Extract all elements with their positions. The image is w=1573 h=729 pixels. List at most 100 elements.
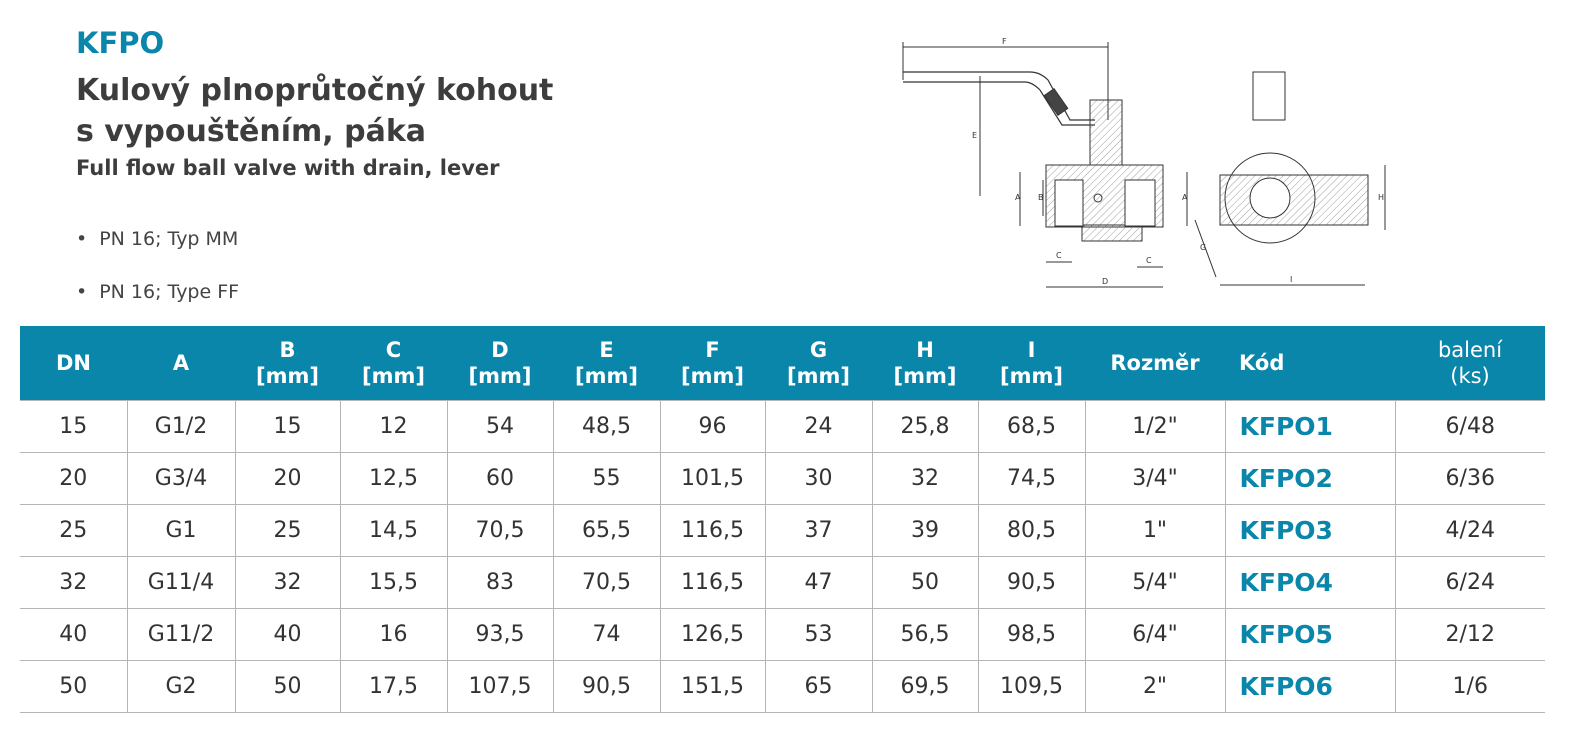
dim-label-c-right: C — [1146, 256, 1152, 265]
column-header-unit: [mm] — [362, 364, 425, 388]
table-cell: G1 — [126, 504, 236, 557]
dim-label-d: D — [1102, 277, 1108, 286]
column-header: DN — [20, 326, 127, 401]
column-header-unit: [mm] — [575, 364, 638, 388]
table-row: 15 G1/2 15 12 54 48,5 96 24 25,8 68,5 1/2" KFPO1 6/4… — [20, 400, 1545, 453]
column-header-label: H — [916, 338, 934, 362]
table-cell: 25 — [234, 504, 341, 557]
table-cell: 6/24 — [1394, 556, 1545, 609]
table-cell: 1" — [1084, 504, 1226, 557]
table-cell: 3/4" — [1084, 452, 1226, 505]
column-header-unit: [mm] — [468, 364, 532, 388]
spec-item: PN 16; Typ MM — [76, 228, 239, 281]
column-header-unit: [mm] — [787, 364, 850, 388]
table-cell: 50 — [871, 556, 979, 609]
table-cell: 107,5 — [446, 660, 554, 713]
product-code-cell: KFPO6 — [1224, 660, 1396, 713]
table-cell: 47 — [764, 556, 873, 609]
table-cell: 65 — [764, 660, 873, 713]
column-header: H [mm] — [872, 326, 978, 401]
table-cell: 32 — [234, 556, 341, 609]
table-cell: G1/2 — [126, 400, 236, 453]
table-cell: 40 — [20, 608, 128, 661]
product-code-cell: KFPO4 — [1224, 556, 1396, 609]
column-header-unit: [mm] — [256, 364, 319, 388]
product-subtitle: Full flow ball valve with drain, lever — [76, 156, 500, 180]
table-cell: 98,5 — [977, 608, 1086, 661]
column-header-unit: [mm] — [1000, 364, 1063, 388]
column-header: Kód — [1225, 326, 1395, 401]
column-header-label: balení — [1437, 338, 1503, 362]
dim-label-a-left: A — [1015, 193, 1021, 202]
dim-label-i: I — [1290, 275, 1292, 284]
table-row: 32 G11/4 32 15,5 83 70,5 116,5 47 50 90,5 5/4" KFPO… — [20, 556, 1545, 609]
table-cell: 68,5 — [977, 400, 1086, 453]
table-cell: 4/24 — [1394, 504, 1545, 557]
title-line-1: Kulový plnoprůtočný kohout — [76, 73, 554, 108]
table-cell: 24 — [764, 400, 873, 453]
table-cell: 80,5 — [977, 504, 1086, 557]
table-cell: 2/12 — [1394, 608, 1545, 661]
table-cell: 56,5 — [871, 608, 979, 661]
table-cell: 54 — [446, 400, 554, 453]
table-cell: 109,5 — [977, 660, 1086, 713]
column-header-label: DN — [55, 351, 91, 375]
table-cell: 74,5 — [977, 452, 1086, 505]
column-header: E [mm] — [553, 326, 660, 401]
column-header-label: E — [599, 338, 614, 362]
product-title: Kulový plnoprůtočný kohout s vypouštěním… — [76, 70, 553, 152]
table-cell: 15 — [20, 400, 128, 453]
table-cell: 6/36 — [1394, 452, 1545, 505]
table-cell: 12 — [339, 400, 448, 453]
table-cell: 20 — [234, 452, 341, 505]
table-cell: 32 — [871, 452, 979, 505]
column-header-label: A — [172, 351, 190, 375]
table-row: 50 G2 50 17,5 107,5 90,5 151,5 65 69,5 109,5 2" KFP… — [20, 660, 1545, 713]
column-header: G [mm] — [765, 326, 872, 401]
dim-label-e: E — [972, 131, 977, 140]
table-cell: 126,5 — [659, 608, 766, 661]
column-header: Rozměr — [1085, 326, 1225, 401]
column-header: F [mm] — [660, 326, 765, 401]
table-cell: 69,5 — [871, 660, 979, 713]
dim-label-b: B — [1038, 193, 1044, 202]
table-cell: 93,5 — [446, 608, 554, 661]
column-header-unit: [mm] — [681, 364, 744, 388]
table-cell: G11/4 — [126, 556, 236, 609]
product-code-cell: KFPO3 — [1224, 504, 1396, 557]
product-code: KFPO — [76, 26, 165, 60]
title-line-2: s vypouštěním, páka — [76, 114, 427, 149]
table-cell: 6/4" — [1084, 608, 1226, 661]
dim-label-g: G — [1200, 243, 1206, 252]
table-cell: 25,8 — [871, 400, 979, 453]
table-cell: G3/4 — [126, 452, 236, 505]
table-cell: 53 — [764, 608, 873, 661]
table-cell: 20 — [20, 452, 128, 505]
table-cell: 151,5 — [659, 660, 766, 713]
table-cell: 25 — [20, 504, 128, 557]
column-header-label: G — [809, 338, 828, 362]
table-cell: 90,5 — [552, 660, 661, 713]
table-cell: 15,5 — [339, 556, 448, 609]
table-cell: G11/2 — [126, 608, 236, 661]
table-cell: 14,5 — [339, 504, 448, 557]
table-header-row: DN A B [mm] C [mm] D [mm] E [mm] F [mm] G [mm] H [mm] I[… — [20, 326, 1545, 401]
column-header-label: I — [1027, 338, 1036, 362]
table-cell: 17,5 — [339, 660, 448, 713]
column-header: A — [127, 326, 235, 401]
column-header-label: F — [705, 338, 720, 362]
dimensions-table: DN A B [mm] C [mm] D [mm] E [mm] F [mm] G [mm] H [mm] I[… — [20, 326, 1545, 713]
table-cell: 116,5 — [659, 504, 766, 557]
product-code-cell: KFPO1 — [1224, 400, 1396, 453]
table-cell: 55 — [552, 452, 661, 505]
valve-technical-drawing: F E A B A C C D G H I — [902, 37, 1386, 288]
table-cell: 32 — [20, 556, 128, 609]
column-header: C [mm] — [340, 326, 447, 401]
product-code-cell: KFPO2 — [1224, 452, 1396, 505]
dim-label-a-right: A — [1182, 193, 1188, 202]
column-header: I [mm] — [978, 326, 1085, 401]
table-cell: 16 — [339, 608, 448, 661]
product-code-cell: KFPO5 — [1224, 608, 1396, 661]
column-header: D [mm] — [447, 326, 553, 401]
dim-label-f: F — [1002, 37, 1007, 46]
